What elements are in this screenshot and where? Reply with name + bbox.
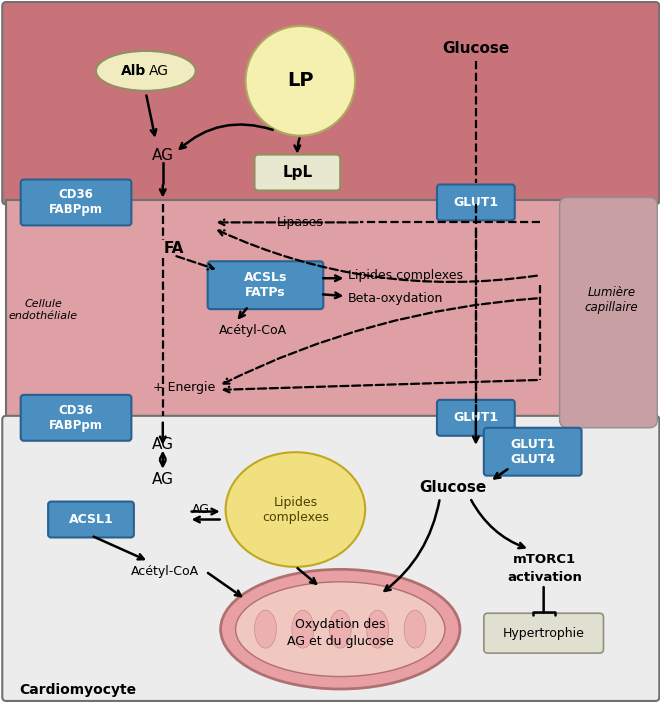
Ellipse shape: [367, 610, 389, 648]
Text: Alb: Alb: [121, 64, 147, 78]
Text: Oxydation des: Oxydation des: [295, 618, 385, 630]
Text: activation: activation: [507, 571, 582, 584]
Text: GLUT1: GLUT1: [453, 411, 498, 425]
Ellipse shape: [329, 610, 351, 648]
FancyBboxPatch shape: [560, 197, 657, 428]
Ellipse shape: [221, 569, 460, 689]
Ellipse shape: [96, 51, 196, 91]
Text: ACSLs
FATPs: ACSLs FATPs: [244, 271, 287, 299]
Text: Lipides complexes: Lipides complexes: [348, 269, 463, 282]
Text: CD36
FABPpm: CD36 FABPpm: [49, 188, 103, 217]
Text: + Energie: + Energie: [153, 381, 215, 394]
FancyBboxPatch shape: [208, 261, 323, 309]
FancyBboxPatch shape: [2, 416, 659, 701]
Text: GLUT1: GLUT1: [453, 196, 498, 209]
Text: Glucose: Glucose: [442, 41, 510, 56]
Text: CD36
FABPpm: CD36 FABPpm: [49, 404, 103, 432]
Ellipse shape: [254, 610, 276, 648]
FancyBboxPatch shape: [484, 613, 603, 653]
Text: AG et du glucose: AG et du glucose: [287, 635, 394, 648]
Text: LP: LP: [287, 71, 313, 90]
Text: ACSL1: ACSL1: [69, 513, 114, 526]
Ellipse shape: [225, 452, 365, 567]
FancyBboxPatch shape: [2, 2, 659, 204]
Text: AG: AG: [152, 148, 174, 163]
Text: GLUT1
GLUT4: GLUT1 GLUT4: [510, 437, 555, 466]
FancyBboxPatch shape: [20, 395, 132, 441]
Text: LpL: LpL: [282, 165, 313, 180]
Text: AG: AG: [152, 472, 174, 487]
FancyBboxPatch shape: [254, 155, 340, 190]
Text: AG: AG: [192, 503, 210, 516]
Text: Glucose: Glucose: [419, 480, 486, 495]
Ellipse shape: [235, 581, 445, 677]
Text: Acétyl-CoA: Acétyl-CoA: [219, 324, 287, 337]
Ellipse shape: [404, 610, 426, 648]
Bar: [6, 200, 655, 420]
FancyBboxPatch shape: [437, 185, 515, 220]
FancyBboxPatch shape: [48, 501, 134, 537]
Text: AG: AG: [149, 64, 169, 78]
Text: Lumière
capillaire: Lumière capillaire: [584, 286, 639, 314]
Ellipse shape: [292, 610, 314, 648]
Text: Hypertrophie: Hypertrophie: [503, 627, 584, 640]
Text: FA: FA: [163, 241, 184, 256]
Text: Lipides
complexes: Lipides complexes: [262, 496, 329, 523]
FancyBboxPatch shape: [484, 428, 582, 476]
Text: mTORC1: mTORC1: [513, 553, 576, 566]
Circle shape: [245, 26, 355, 136]
Text: Acétyl-CoA: Acétyl-CoA: [131, 565, 199, 578]
Text: Cellule
endothéliale: Cellule endothéliale: [9, 300, 78, 321]
Text: Lipases: Lipases: [277, 216, 324, 229]
Text: Beta-oxydation: Beta-oxydation: [348, 292, 444, 305]
FancyBboxPatch shape: [20, 180, 132, 225]
FancyBboxPatch shape: [437, 400, 515, 436]
Text: AG: AG: [152, 437, 174, 452]
Text: Cardiomyocyte: Cardiomyocyte: [19, 683, 136, 697]
